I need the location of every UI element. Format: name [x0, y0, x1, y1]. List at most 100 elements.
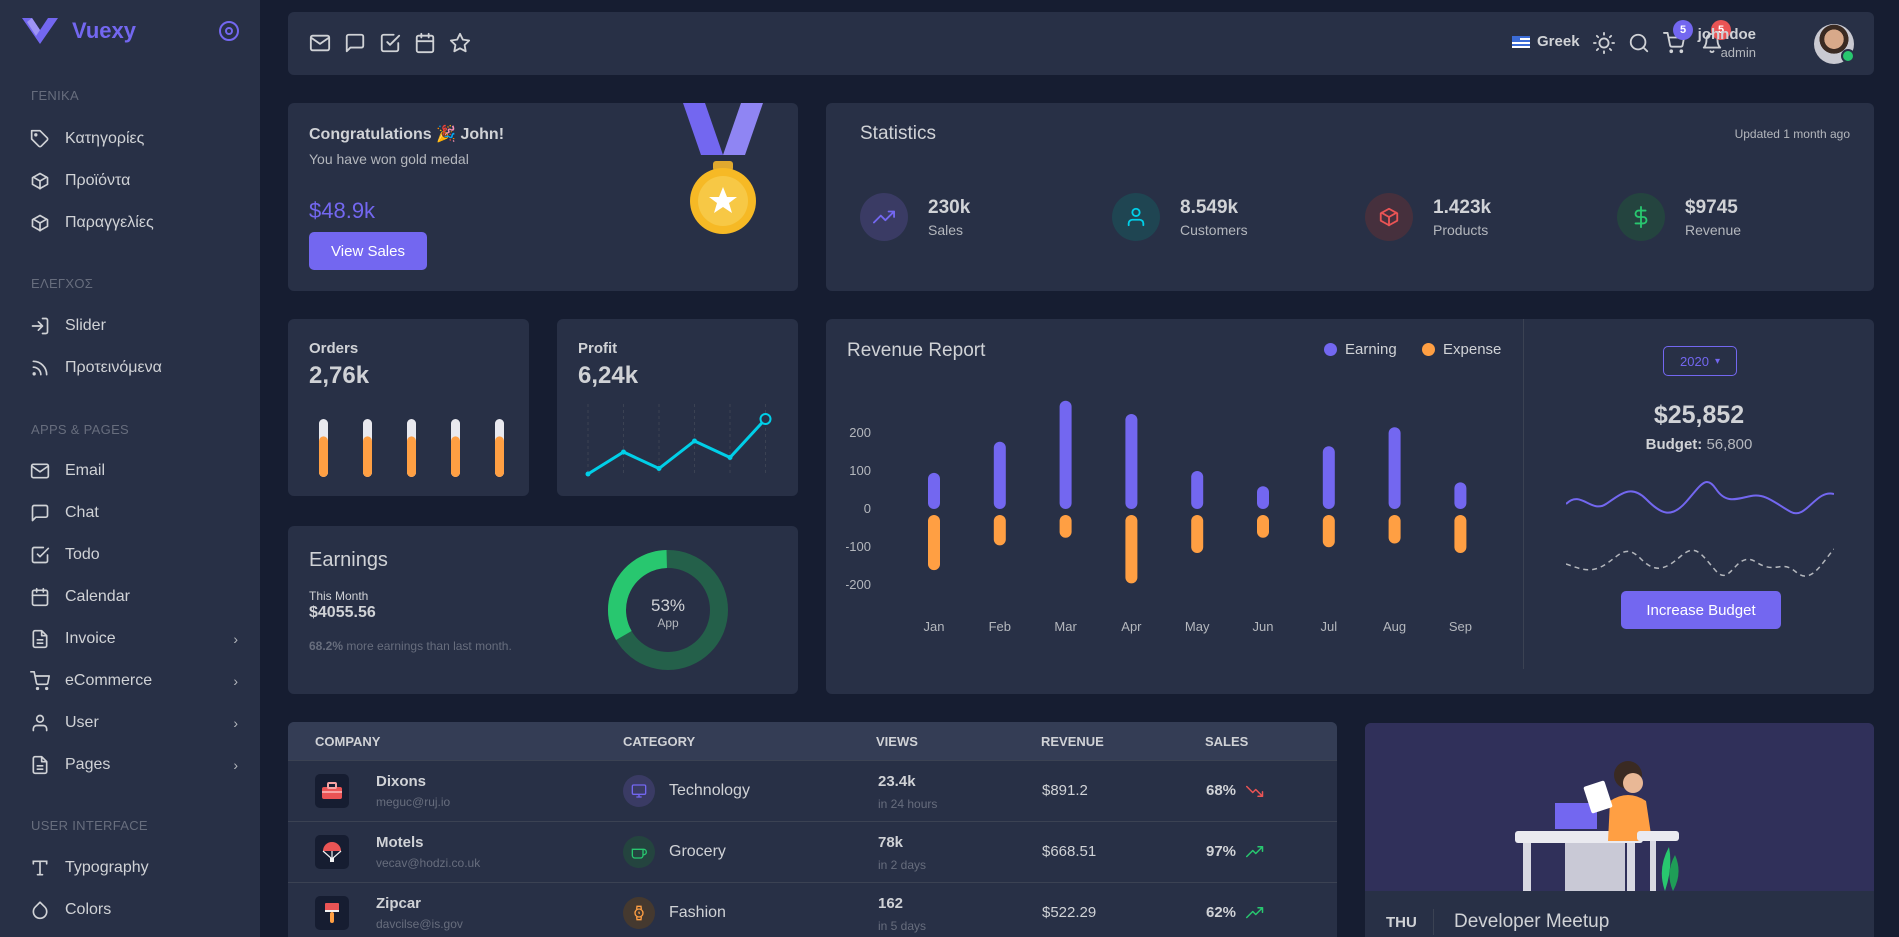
- year-value: 2020: [1680, 353, 1709, 369]
- view-sales-button[interactable]: View Sales: [309, 232, 427, 270]
- company-name: Zipcar: [376, 895, 422, 912]
- language-dropdown[interactable]: Greek: [1512, 33, 1580, 50]
- orders-bar: [407, 436, 416, 477]
- col-revenue: REVENUE: [1041, 734, 1104, 749]
- check-square-icon[interactable]: [379, 32, 401, 54]
- calendar-icon: [31, 587, 49, 607]
- table-row[interactable]: Motels vecav@hodzi.co.uk Grocery 78k in …: [288, 821, 1337, 882]
- profit-point: [727, 455, 733, 460]
- nav-section-apps: APPS & PAGES: [31, 422, 130, 437]
- sidebar-item-products[interactable]: Προϊόντα: [30, 166, 240, 196]
- congratulations-title: Congratulations 🎉 John!: [309, 126, 505, 143]
- increase-budget-button[interactable]: Increase Budget: [1621, 591, 1781, 629]
- file-text-icon: [32, 629, 48, 649]
- earnings-note-pct: 68.2%: [309, 639, 344, 653]
- sidebar-item-invoice[interactable]: Invoice ›: [30, 624, 240, 654]
- revenue-report-card: Revenue Report Earning Expense 300 200 100…: [826, 319, 1874, 694]
- chevron-right-icon: ›: [233, 757, 238, 773]
- revenue-value: $668.51: [1042, 843, 1097, 860]
- views-value: 23.4k: [878, 773, 916, 790]
- sales-percent: 62%: [1206, 904, 1237, 921]
- sidebar-item-label: eCommerce: [65, 672, 153, 689]
- sidebar-item-ecommerce[interactable]: eCommerce ›: [30, 666, 240, 696]
- sidebar-item-featured[interactable]: Προτεινόμενα: [30, 353, 240, 383]
- sidebar-item-email[interactable]: Email: [30, 456, 240, 486]
- nav-section-control: ΕΛΕΓΧΟΣ: [31, 276, 94, 291]
- star-icon[interactable]: [449, 32, 471, 54]
- sidebar-item-label: Calendar: [65, 588, 130, 605]
- sidebar-item-label: Κατηγορίες: [65, 130, 145, 147]
- search-icon[interactable]: [1628, 32, 1650, 54]
- calendar-icon[interactable]: [414, 32, 436, 54]
- tag-icon: [30, 129, 49, 148]
- watch-icon: [623, 897, 655, 929]
- bar-earning: [1322, 446, 1335, 509]
- box-icon: [1365, 193, 1413, 241]
- bar-earning: [1125, 414, 1138, 509]
- sidebar-item-user[interactable]: User ›: [30, 708, 240, 738]
- sidebar-item-calendar[interactable]: Calendar: [30, 582, 240, 612]
- table-row[interactable]: Zipcar davcilse@is.gov Fashion 162 in 5 …: [288, 882, 1337, 937]
- stat-label: Sales: [928, 221, 964, 238]
- vuexy-logo-icon: [22, 18, 58, 44]
- avatar[interactable]: [1814, 24, 1855, 64]
- sidebar-item-label: User: [65, 714, 99, 731]
- col-views: VIEWS: [876, 734, 918, 749]
- col-category: CATEGORY: [623, 734, 696, 749]
- orders-title: Orders: [309, 340, 359, 357]
- coffee-icon: [623, 836, 655, 868]
- sidebar-collapse-toggle-icon[interactable]: [219, 21, 239, 41]
- sidebar-item-label: Invoice: [65, 630, 116, 647]
- toolbox-icon: [315, 774, 349, 808]
- message-square-icon: [31, 504, 49, 522]
- sun-icon[interactable]: [1593, 31, 1615, 54]
- company-email: meguc@ruj.io: [376, 795, 451, 809]
- views-value: 78k: [878, 834, 904, 851]
- profit-point: [692, 438, 697, 444]
- stat-value: 8.549k: [1180, 196, 1239, 218]
- congratulations-amount: $48.9k: [309, 198, 376, 223]
- greek-flag-icon: [1512, 35, 1530, 48]
- bar-earning: [1191, 471, 1204, 509]
- table-row[interactable]: Dixons meguc@ruj.io Technology 23.4k in …: [288, 760, 1337, 821]
- orders-bar: [495, 436, 504, 477]
- trending-up-icon: [1246, 906, 1264, 918]
- shopping-cart-icon[interactable]: [1663, 31, 1685, 54]
- cart-count-badge: 5: [1673, 20, 1693, 40]
- profit-value: 6,24k: [578, 362, 639, 389]
- mail-icon[interactable]: [309, 32, 331, 54]
- profit-series-line: [587, 417, 767, 476]
- sidebar-item-slider[interactable]: Slider: [30, 311, 240, 341]
- meetup-day: THU: [1386, 914, 1417, 931]
- stat-label: Revenue: [1685, 221, 1742, 238]
- brand[interactable]: Vuexy: [22, 16, 136, 46]
- message-square-icon[interactable]: [344, 32, 366, 54]
- gold-medal-icon: [683, 103, 763, 234]
- donut-percent: 53%: [650, 596, 686, 615]
- sidebar-item-label: Todo: [65, 546, 100, 563]
- bar-expense: [1257, 515, 1269, 538]
- nav-section-general: ΓΕΝΙΚΑ: [31, 88, 79, 103]
- bar-expense: [1322, 515, 1335, 548]
- earnings-period-label: This Month: [309, 589, 369, 603]
- sidebar-item-label: Typography: [65, 859, 149, 876]
- earnings-title: Earnings: [309, 549, 388, 571]
- sidebar-item-typography[interactable]: Typography: [30, 853, 240, 883]
- x-tick-label: Jun: [1253, 619, 1274, 634]
- sidebar-item-label: Chat: [65, 504, 99, 521]
- year-select[interactable]: 2020 ▾: [1663, 346, 1737, 376]
- sidebar-item-pages[interactable]: Pages ›: [30, 750, 240, 780]
- top-navbar: Greek 5 5 johndoe admin: [288, 12, 1874, 75]
- sidebar-item-orders[interactable]: Παραγγελίες: [30, 208, 240, 238]
- sidebar-item-todo[interactable]: Todo: [30, 540, 240, 570]
- stat-revenue: $9745 Revenue: [1617, 191, 1741, 243]
- x-tick-label: Feb: [989, 619, 1011, 634]
- sidebar-item-chat[interactable]: Chat: [30, 498, 240, 528]
- company-name: Motels: [376, 834, 424, 851]
- donut-segment-app: [608, 550, 728, 670]
- user-name[interactable]: johndoe: [1697, 26, 1756, 43]
- sidebar-item-categories[interactable]: Κατηγορίες: [30, 124, 240, 154]
- orders-bar-chart: [319, 419, 504, 477]
- legend-expense: Expense: [1422, 341, 1501, 358]
- sidebar-item-colors[interactable]: Colors: [30, 895, 240, 925]
